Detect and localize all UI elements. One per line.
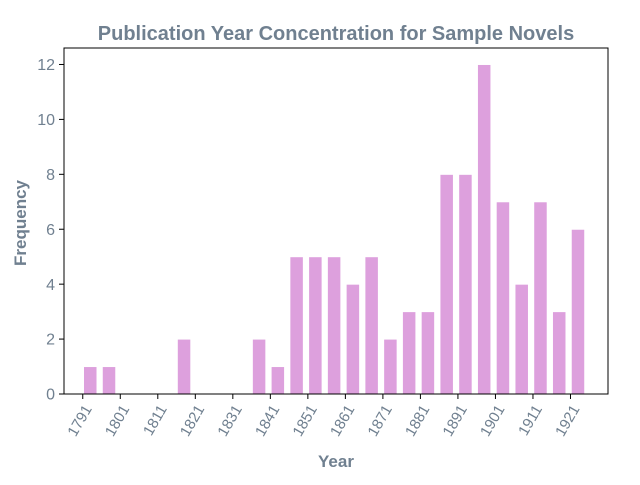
bar-1858 xyxy=(326,256,342,395)
bar-1838 xyxy=(251,338,267,395)
x-tick-label: 1901 xyxy=(477,402,508,439)
x-axis: 1791 1801 1811 1821 1831 1841 1851 1861 1871 1881… xyxy=(64,394,583,440)
y-tick-label: 10 xyxy=(37,112,55,129)
y-tick-label: 12 xyxy=(37,57,55,74)
y-axis-label: Frequency xyxy=(11,179,30,266)
bar-1918 xyxy=(551,311,567,395)
bar-1818 xyxy=(176,338,192,395)
x-tick-label: 1811 xyxy=(140,402,171,438)
x-tick-label: 1881 xyxy=(402,402,433,439)
x-tick-label: 1841 xyxy=(252,402,283,439)
y-tick-label: 4 xyxy=(46,277,55,294)
bar-1798 xyxy=(101,366,117,395)
y-tick-label: 8 xyxy=(46,167,55,184)
x-tick-label: 1831 xyxy=(214,402,245,439)
bar-1908 xyxy=(514,283,529,395)
x-tick-label: 1851 xyxy=(289,402,320,439)
x-tick-label: 1871 xyxy=(364,402,395,439)
y-tick-label: 2 xyxy=(46,332,55,349)
bar-1898 xyxy=(476,63,492,395)
bar-1903 xyxy=(495,201,511,395)
bars-group xyxy=(83,63,586,395)
bar-1848 xyxy=(289,256,304,395)
x-tick-label: 1891 xyxy=(440,402,471,439)
bar-1883 xyxy=(420,311,436,395)
bar-1873 xyxy=(383,338,398,395)
x-tick-label: 1821 xyxy=(177,402,208,439)
x-tick-label: 1801 xyxy=(102,402,133,439)
x-tick-label: 1791 xyxy=(64,402,95,439)
bar-1868 xyxy=(364,256,379,395)
x-tick-label: 1921 xyxy=(552,402,583,439)
bar-1888 xyxy=(439,173,454,395)
bar-1793 xyxy=(83,366,98,395)
x-tick-label: 1911 xyxy=(515,402,546,438)
bar-1863 xyxy=(345,283,361,395)
plot-frame xyxy=(63,47,609,395)
y-axis: 0 2 4 6 8 10 12 xyxy=(37,57,64,404)
bar-1913 xyxy=(533,201,548,395)
x-tick-label: 1861 xyxy=(327,402,358,439)
y-tick-label: 0 xyxy=(46,387,55,404)
bar-1923 xyxy=(570,228,586,395)
bar-1853 xyxy=(308,256,323,395)
bar-1843 xyxy=(270,366,286,395)
bar-1878 xyxy=(401,311,417,395)
chart-title: Publication Year Concentration for Sampl… xyxy=(98,23,574,45)
bar-1893 xyxy=(458,173,473,395)
x-axis-label: Year xyxy=(318,452,354,471)
y-tick-label: 6 xyxy=(46,222,55,239)
